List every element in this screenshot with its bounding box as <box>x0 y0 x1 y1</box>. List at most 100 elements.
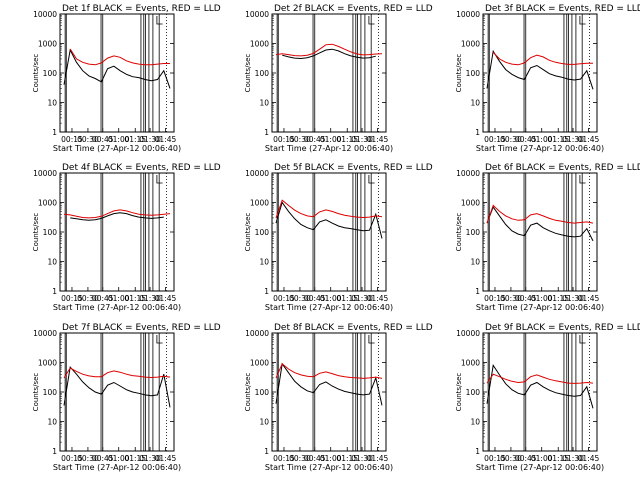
x-tick-label: 01:45 <box>578 135 600 144</box>
panel-9: Det 9f BLACK = Events, RED = LLD 1 10 100 10… <box>455 323 640 472</box>
y-tick-label: 10 <box>259 418 269 427</box>
x-tick-label: 01:15 <box>547 135 569 144</box>
y-tick-label: 1000 <box>38 359 57 368</box>
panel-1: Det 1f BLACK = Events, RED = LLD 1 10 100 10… <box>32 4 221 153</box>
y-tick-label: 1 <box>475 447 480 456</box>
y-tick-label: 100 <box>255 388 270 397</box>
x-tick-label: 00:15 <box>61 454 83 463</box>
x-tick-label: 00:15 <box>61 135 83 144</box>
y-tick-label: 100 <box>43 388 58 397</box>
plot-frame <box>271 13 387 133</box>
y-tick-label: 100 <box>255 228 270 237</box>
l-marker <box>156 16 163 25</box>
y-tick-label: 1 <box>264 447 269 456</box>
x-tick-label: 00:45 <box>304 294 326 303</box>
y-tick-label: 10000 <box>245 169 269 178</box>
y-axis-label: Counts/sec <box>244 373 252 412</box>
series-line-events <box>63 48 171 89</box>
x-tick-label: 00:30 <box>77 454 99 463</box>
series-line-lld <box>63 209 171 219</box>
x-tick-label: 01:15 <box>336 135 358 144</box>
y-tick-label: 1000 <box>38 40 57 49</box>
y-tick-label: 100 <box>43 69 58 78</box>
x-tick-label: 00:15 <box>484 135 506 144</box>
y-tick-label: 1 <box>264 128 269 137</box>
y-tick-label: 10 <box>470 99 480 108</box>
y-tick-label: 100 <box>466 388 481 397</box>
x-axis-label: Start Time (27-Apr-12 00:06:40) <box>53 463 181 472</box>
l-marker <box>368 335 375 344</box>
plot-frame <box>271 172 387 292</box>
x-tick-label: 00:30 <box>77 135 99 144</box>
x-tick-label: 00:45 <box>304 135 326 144</box>
x-axis-label: Start Time (27-Apr-12 00:06:40) <box>476 303 604 312</box>
panel-6: Det 6f BLACK = Events, RED = LLD 1 10 100 10… <box>455 163 640 312</box>
x-tick-label: 00:15 <box>484 294 506 303</box>
series-line-lld <box>486 373 594 384</box>
x-tick-label: 01:15 <box>547 454 569 463</box>
panel-title: Det 5f BLACK = Events, RED = LLD <box>274 163 433 173</box>
panel-title: Det 8f BLACK = Events, RED = LLD <box>274 323 433 333</box>
x-tick-label: 01:45 <box>578 294 600 303</box>
x-tick-label: 01:30 <box>351 294 373 303</box>
x-tick-label: 01:30 <box>139 135 161 144</box>
y-axis-label: Counts/sec <box>244 54 252 93</box>
x-tick-label: 01:15 <box>124 135 146 144</box>
x-tick-label: 00:45 <box>92 294 114 303</box>
panel-title: Det 4f BLACK = Events, RED = LLD <box>62 163 221 173</box>
x-tick-label: 01:00 <box>108 294 130 303</box>
plot-frame <box>482 13 598 133</box>
y-tick-label: 1 <box>52 287 57 296</box>
series-line-events <box>275 201 383 239</box>
series-line-events <box>486 49 594 90</box>
y-tick-label: 1000 <box>250 359 269 368</box>
series-line-events <box>63 365 171 408</box>
y-tick-label: 1 <box>475 287 480 296</box>
y-tick-label: 1 <box>52 128 57 137</box>
y-tick-label: 10 <box>47 258 57 267</box>
x-tick-label: 01:00 <box>531 294 553 303</box>
x-tick-label: 01:30 <box>562 454 584 463</box>
series-line-events <box>486 364 594 409</box>
l-marker <box>579 175 586 184</box>
y-tick-label: 1000 <box>461 40 480 49</box>
plot-frame <box>59 172 175 292</box>
plot-frame <box>482 332 598 452</box>
y-tick-label: 100 <box>43 228 58 237</box>
y-tick-label: 10000 <box>456 10 480 19</box>
plot-frame <box>482 172 598 292</box>
panel-title: Det 2f BLACK = Events, RED = LLD <box>274 4 433 14</box>
y-tick-label: 100 <box>255 69 270 78</box>
y-axis-label: Counts/sec <box>455 213 463 252</box>
x-tick-label: 00:30 <box>500 135 522 144</box>
y-tick-label: 100 <box>466 69 481 78</box>
x-axis-label: Start Time (27-Apr-12 00:06:40) <box>53 303 181 312</box>
series-line-lld <box>275 43 383 57</box>
y-tick-label: 10 <box>47 99 57 108</box>
x-tick-label: 01:00 <box>108 454 130 463</box>
x-tick-label: 01:15 <box>124 454 146 463</box>
x-tick-label: 01:30 <box>139 294 161 303</box>
x-tick-label: 01:45 <box>155 454 177 463</box>
y-axis-label: Counts/sec <box>32 213 40 252</box>
series-line-lld <box>492 52 593 66</box>
x-tick-label: 01:45 <box>155 294 177 303</box>
y-tick-label: 10 <box>259 99 269 108</box>
series-line-events <box>70 212 164 221</box>
x-tick-label: 00:15 <box>273 294 295 303</box>
y-tick-label: 10 <box>470 258 480 267</box>
x-tick-label: 00:15 <box>273 135 295 144</box>
y-axis-label: Counts/sec <box>244 213 252 252</box>
x-tick-label: 01:00 <box>531 135 553 144</box>
x-tick-label: 01:00 <box>320 135 342 144</box>
y-axis-label: Counts/sec <box>32 373 40 412</box>
panel-title: Det 6f BLACK = Events, RED = LLD <box>485 163 640 173</box>
panel-title: Det 9f BLACK = Events, RED = LLD <box>485 323 640 333</box>
panel-8: Det 8f BLACK = Events, RED = LLD 1 10 100 10… <box>244 323 433 472</box>
plot-frame <box>59 332 175 452</box>
x-tick-label: 00:45 <box>515 454 537 463</box>
x-axis-label: Start Time (27-Apr-12 00:06:40) <box>265 303 393 312</box>
series-line-events <box>282 48 376 60</box>
plot-frame <box>271 332 387 452</box>
